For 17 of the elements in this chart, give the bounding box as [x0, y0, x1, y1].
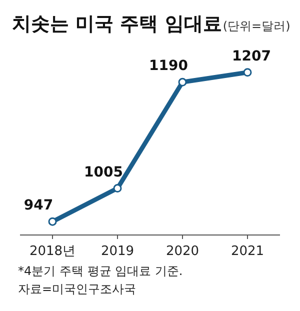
x-tick-label: 2021 [230, 244, 264, 259]
text: *4분기 주택 평균 임대료 기준. [18, 264, 183, 278]
point [48, 217, 57, 226]
chart-title: 치솟는 미국 주택 임대료 [12, 13, 222, 35]
x-tick-label: 2020 [166, 244, 200, 259]
subtitle: (단위=달러) [222, 19, 290, 33]
x-tick-label: 2018년 [29, 244, 76, 259]
title: 치솟는 미국 주택 임대료(단위=달러) [12, 13, 290, 35]
x-tick-label: 2019 [100, 244, 134, 259]
data-label: 947 [24, 198, 54, 214]
point [113, 184, 122, 193]
data-label: 1005 [84, 164, 123, 180]
data-label: 1190 [149, 58, 188, 74]
point [243, 68, 252, 77]
point [178, 78, 187, 86]
data-label: 1207 [232, 48, 271, 64]
text: 자료=미국인구조사국 [18, 282, 136, 296]
